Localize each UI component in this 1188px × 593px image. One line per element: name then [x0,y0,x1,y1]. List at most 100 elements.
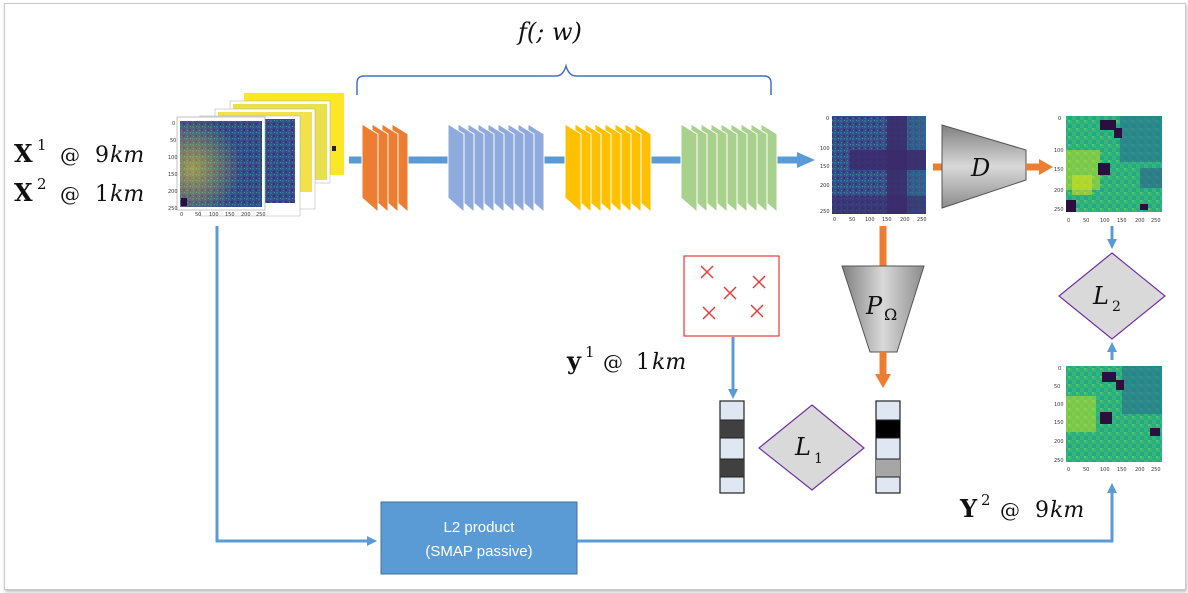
target-tick-x-50: 50 [1083,467,1089,473]
y1-res-num: 1 [636,350,650,375]
x1-res-unit: km [110,143,144,168]
target-tick-x-250: 250 [1151,467,1161,473]
x2-res-num: 1 [95,182,109,207]
y2-res-unit: km [1050,498,1084,523]
downsample-trapezoid: D [941,124,1027,209]
tick-x-0: 0 [180,212,183,218]
out-tick-x-150: 150 [882,217,892,223]
observation-y1-label: y 1 @ 1 km [566,343,686,375]
observation-marker-icon [700,265,714,279]
out-tick-y-100: 100 [820,146,830,152]
network-label: f(; w) [516,18,582,46]
observation-marker-icon [750,304,764,318]
observation-marker-icon [702,306,716,320]
y2-res-num: 9 [1035,498,1049,523]
target-tick-x-100: 100 [1100,467,1110,473]
loss-l1-symbol: L [794,433,811,461]
coarse-tick-y-250: 250 [1054,207,1064,213]
projection-symbol: P [865,292,883,320]
x1-symbol: X [14,139,33,168]
tick-y-50: 50 [170,138,176,144]
product-line1: L2 product [444,519,516,536]
observation-vector-predicted [875,400,901,494]
loss-l2-diamond: L 2 [1058,252,1166,340]
x2-symbol: X [14,178,33,207]
input-x2-label: X 2 @ 1 km [14,175,144,207]
loss-l2-sub: 2 [1112,299,1121,315]
coarse-output-map: 0 100 150 200 250 0 50 100 150 200 250 [1054,116,1162,224]
y2-at: @ [1000,498,1020,522]
coarse-tick-x-50: 50 [1083,218,1089,224]
coarse-tick-y-200: 200 [1054,188,1064,194]
loss-l1-diamond: L 1 [758,404,865,491]
tick-y-250: 250 [168,206,178,212]
l2-product-box: L2 product (SMAP passive) [380,501,578,575]
input-heatmap-stack: 0 50 100 150 200 250 0 50 100 150 200 25… [168,93,344,218]
projection-trapezoid: P Ω [841,265,925,353]
coarse-tick-y-100: 100 [1054,148,1064,154]
arrow-product-to-target [577,483,1117,543]
out-tick-x-50: 50 [849,217,855,223]
tick-x-50: 50 [195,212,201,218]
target-tick-y-200: 200 [1054,439,1064,445]
out-tick-x-100: 100 [865,217,875,223]
out-tick-x-0: 0 [833,217,836,223]
product-line2: (SMAP passive) [425,543,532,560]
loss-l2-symbol: L [1092,282,1109,310]
input-x1-label: X 1 @ 9 km [14,136,144,168]
coarse-tick-x-250: 250 [1151,218,1161,224]
x2-res-unit: km [110,182,144,207]
out-tick-y-150: 150 [820,164,830,170]
cnn-layer-blocks [361,123,778,214]
target-tick-y-150: 150 [1054,420,1064,426]
target-tick-x-200: 200 [1135,467,1145,473]
diagram-frame [4,3,1186,590]
cnn-layer-slice [564,123,582,214]
target-tick-x-150: 150 [1117,467,1127,473]
coarse-tick-x-100: 100 [1100,218,1110,224]
coarse-tick-x-200: 200 [1135,218,1145,224]
x2-at: @ [60,182,80,206]
target-map-y2: 0 50 100 150 200 250 0 50 100 150 200 25… [1054,366,1162,473]
tick-y-150: 150 [168,172,178,178]
tick-x-250: 250 [256,212,266,218]
out-tick-y-250: 250 [820,209,830,215]
y1-at: @ [603,350,623,374]
tick-x-150: 150 [225,212,235,218]
coarse-tick-y-150: 150 [1054,167,1064,173]
network-brace [356,63,772,95]
sparse-observation-map [683,255,780,337]
target-tick-x-0: 0 [1067,467,1070,473]
coarse-tick-x-150: 150 [1117,218,1127,224]
out-tick-x-250: 250 [917,217,927,223]
tick-y-0: 0 [172,121,175,127]
downsample-symbol: D [970,154,990,182]
observation-marker-icon [723,286,737,300]
cnn-layer-slice [361,123,379,214]
y1-sup: 1 [585,343,595,361]
observation-vector-observed [719,400,745,494]
x1-at: @ [60,143,80,167]
cnn-layer-slice [680,123,698,214]
out-tick-y-200: 200 [820,183,830,189]
out-tick-x-200: 200 [900,217,910,223]
observation-marker-icon [752,275,766,289]
y1-res-unit: km [652,350,686,375]
x1-sup: 1 [37,136,47,154]
tick-x-100: 100 [209,212,219,218]
x2-sup: 2 [37,175,47,193]
target-tick-y-0: 0 [1058,366,1061,372]
y1-symbol: y [566,346,582,375]
arrow-input-to-product [215,226,377,546]
target-tick-y-250: 250 [1054,458,1064,464]
projection-sub: Ω [884,305,897,324]
tick-x-200: 200 [241,212,251,218]
loss-l1-sub: 1 [814,451,823,467]
tick-y-200: 200 [168,189,178,195]
x1-res-num: 9 [95,143,109,168]
y2-sup: 2 [981,491,991,509]
out-tick-y-0: 0 [826,116,829,122]
cnn-layer-slice [447,123,465,214]
target-y2-label: Y 2 @ 9 km [959,491,1084,523]
